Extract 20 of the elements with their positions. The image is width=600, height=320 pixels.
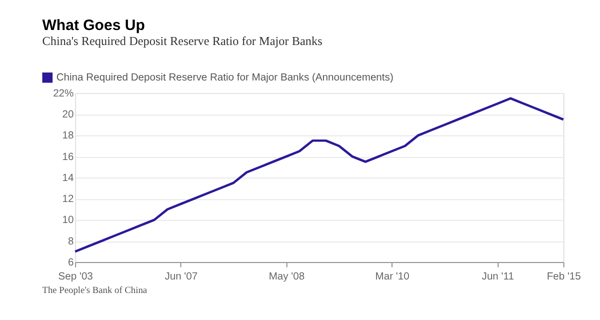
line-series: [74, 97, 565, 253]
y-tick-label: 20: [62, 110, 74, 121]
y-tick-label: 18: [62, 130, 74, 142]
y-tick-label: 16: [62, 152, 74, 163]
y-tick-label: 8: [68, 236, 74, 248]
y-tick-label: 6: [68, 257, 74, 268]
text: The People's Bank of China: [42, 286, 148, 296]
y-tick-label: 10: [62, 215, 74, 226]
x-tick-label: Jun '07: [164, 271, 198, 282]
chart-title: What Goes Up: [42, 17, 145, 34]
legend-label: China Required Deposit Reserve Ratio for Major Banks (Announcements): [56, 72, 394, 84]
x-tick-label: Sep '03: [58, 271, 94, 282]
x-tick-label: May '08: [268, 271, 305, 282]
x-tick-label: Feb '15: [546, 271, 582, 282]
y-tick-label: 14: [62, 172, 74, 184]
x-tick-label: Mar '10: [375, 271, 410, 282]
y-tick-label: 12: [62, 194, 74, 206]
chart-subtitle: China's Required Deposit Reserve Ratio for Major Banks: [42, 34, 323, 48]
x-tick-label: Jun '11: [482, 271, 514, 282]
y-tick-label: 22%: [53, 88, 74, 100]
